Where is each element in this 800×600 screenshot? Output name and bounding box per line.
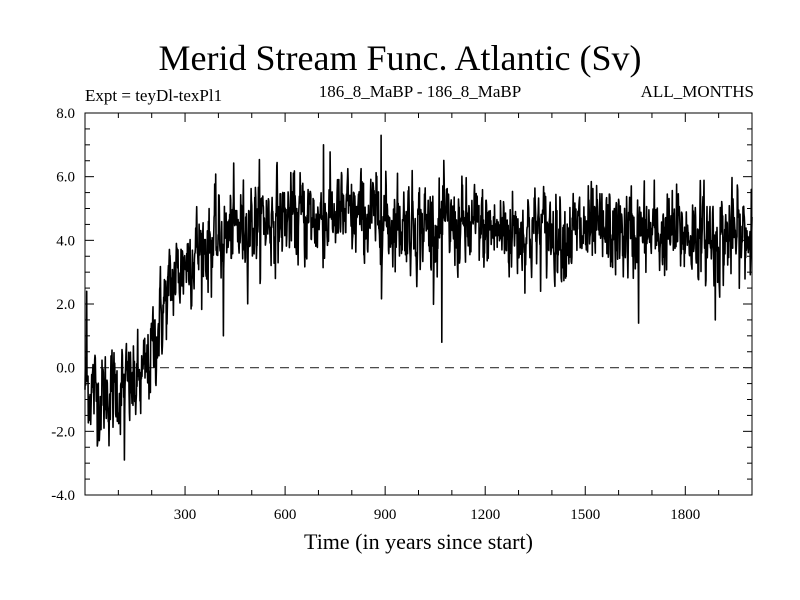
experiment-label: Expt = teyDl-texPl1 xyxy=(85,86,223,105)
y-tick-label: 6.0 xyxy=(56,170,75,186)
months-label: ALL_MONTHS xyxy=(640,82,754,101)
x-axis-title: Time (in years since start) xyxy=(304,529,533,554)
x-tick-label: 1200 xyxy=(470,507,500,523)
chart-title: Merid Stream Func. Atlantic (Sv) xyxy=(158,38,642,78)
x-tick-label: 1800 xyxy=(670,507,700,523)
x-tick-label: 1500 xyxy=(570,507,600,523)
y-tick-label: -4.0 xyxy=(51,488,75,504)
y-tick-label: 2.0 xyxy=(56,297,75,313)
tick-labels: 300 600 900 1200 1500 1800 -4.0 -2.0 0.0 2.0 4.0 6.… xyxy=(51,106,700,523)
run-comparison-label: 186_8_MaBP - 186_8_MaBP xyxy=(318,82,522,101)
x-tick-label: 900 xyxy=(374,507,397,523)
plot-frame xyxy=(84,112,753,496)
x-tick-label: 600 xyxy=(274,507,297,523)
data-series-line xyxy=(84,134,753,461)
axis-ticks xyxy=(85,112,752,496)
y-tick-label: 0.0 xyxy=(56,361,75,377)
y-tick-label: -2.0 xyxy=(51,424,75,440)
x-tick-label: 300 xyxy=(174,507,197,523)
y-tick-label: 8.0 xyxy=(56,106,75,122)
y-tick-label: 4.0 xyxy=(56,233,75,249)
